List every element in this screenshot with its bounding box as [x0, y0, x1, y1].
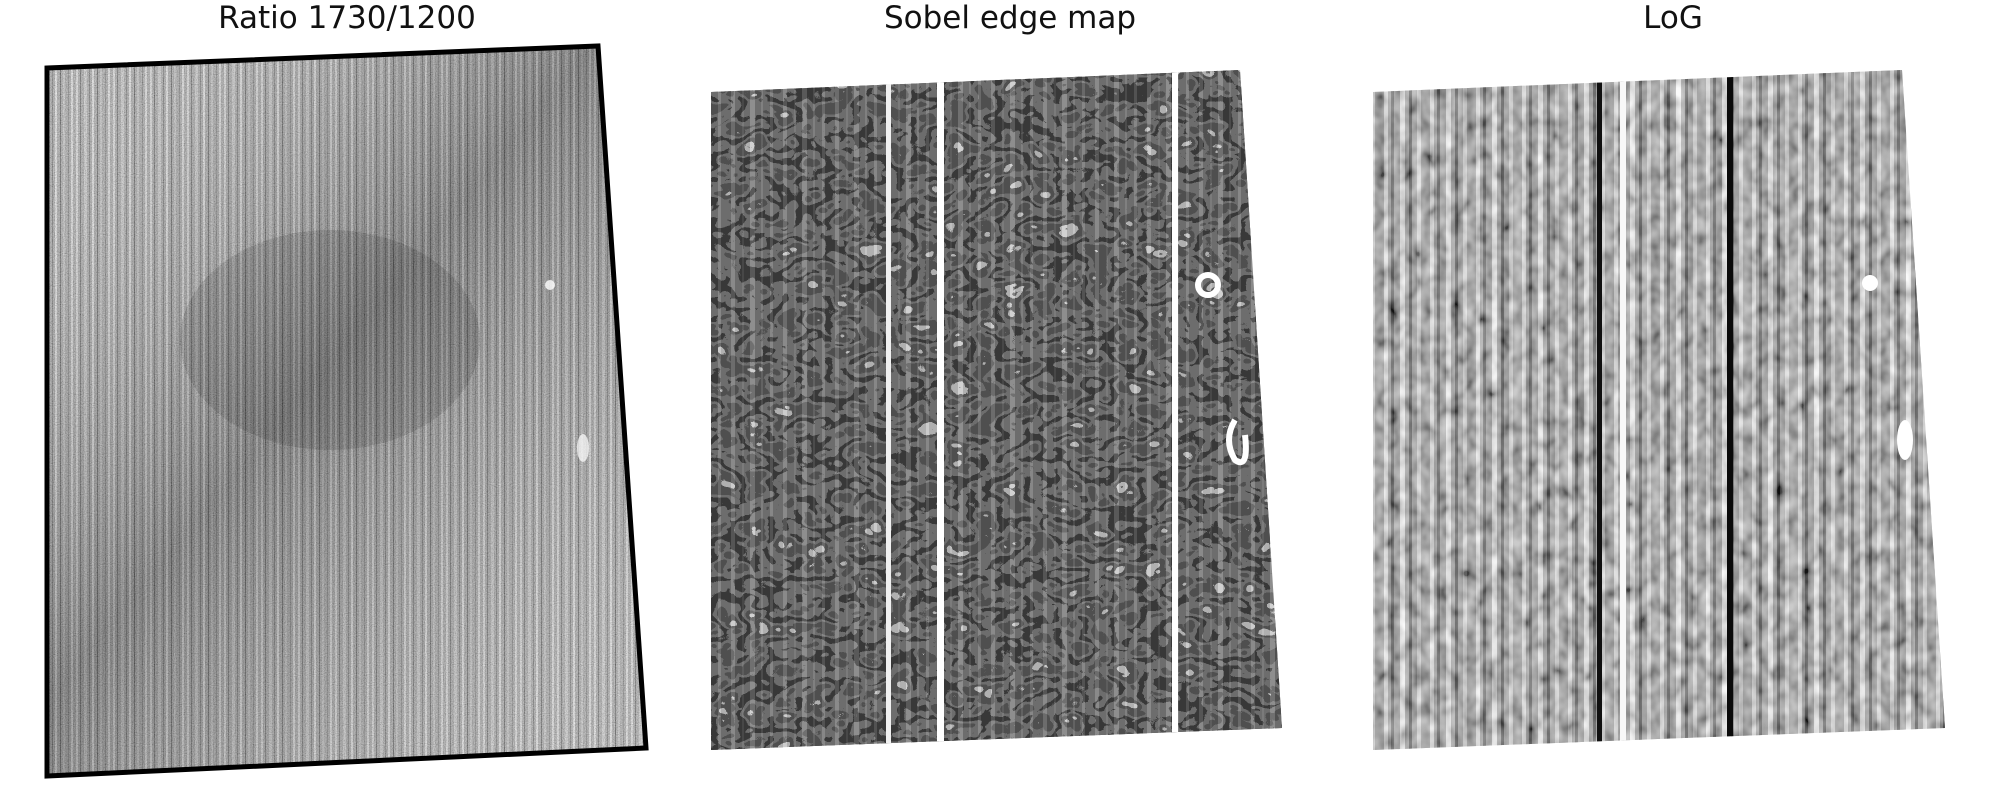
panel-title-ratio: Ratio 1730/1200 — [218, 0, 476, 36]
panel-title-log: LoG — [1643, 0, 1703, 36]
panel-title-sobel: Sobel edge map — [883, 0, 1137, 36]
